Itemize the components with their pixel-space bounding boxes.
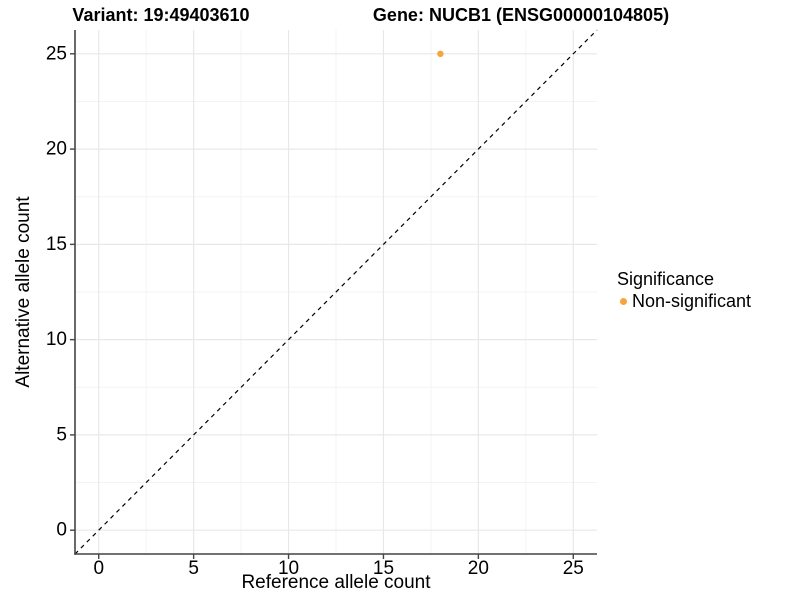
y-tick-label: 10 (46, 329, 67, 350)
y-tick-label: 5 (56, 424, 67, 445)
legend: Significance Non-significant (617, 269, 751, 312)
y-tick-label: 25 (46, 43, 67, 64)
variant-title: Variant: 19:49403610 (72, 5, 250, 25)
y-tick-label: 0 (56, 520, 67, 541)
gene-title: Gene: NUCB1 (ENSG00000104805) (372, 5, 670, 25)
x-tick-label: 0 (93, 558, 104, 579)
y-axis-title: Alternative allele count (13, 196, 34, 388)
x-tick-label: 25 (563, 558, 584, 579)
x-tick-label: 15 (373, 558, 394, 579)
identity-dashed-line (74, 29, 598, 555)
x-tick-label: 5 (188, 558, 199, 579)
legend-item-label: Non-significant (632, 291, 752, 311)
data-point (437, 50, 444, 58)
y-tick-label: 20 (46, 139, 67, 160)
x-axis-title: Reference allele count (241, 572, 431, 593)
legend-title: Significance (617, 269, 715, 289)
x-tick-label: 10 (278, 558, 299, 579)
legend-point-icon (620, 298, 627, 305)
y-tick-label: 15 (46, 234, 67, 255)
x-tick-label: 20 (468, 558, 489, 579)
legend-item: Non-significant (617, 291, 751, 312)
